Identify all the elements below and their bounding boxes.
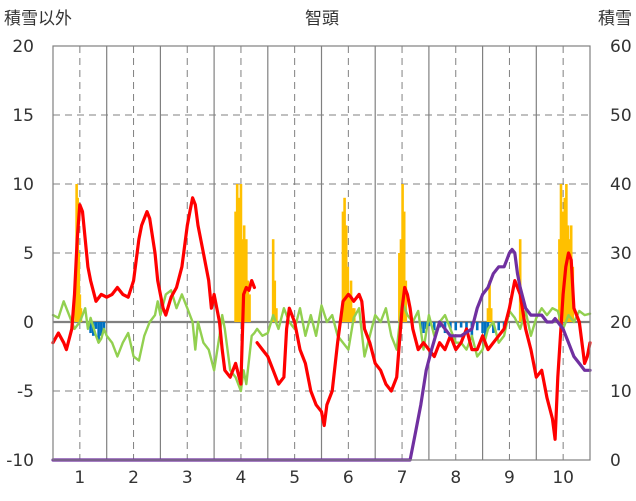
precip-bar bbox=[235, 184, 239, 322]
chart-title: 智頭 bbox=[305, 9, 339, 29]
precip-bar bbox=[351, 308, 354, 322]
precip-bar bbox=[565, 184, 568, 322]
precip-bar bbox=[275, 308, 278, 322]
y-right-tick-label: 60 bbox=[610, 37, 632, 57]
x-tick-label: 6 bbox=[343, 468, 354, 488]
y-left-tick-label: 10 bbox=[12, 175, 34, 195]
x-tick-label: 9 bbox=[504, 468, 515, 488]
precip-bar bbox=[348, 294, 351, 322]
precip-bar bbox=[559, 184, 563, 322]
precip-bar bbox=[561, 211, 565, 322]
y-left-tick-label: -5 bbox=[17, 382, 34, 402]
sunshine-bar bbox=[465, 322, 468, 329]
precip-bar bbox=[399, 239, 403, 322]
precip-bar bbox=[489, 308, 493, 322]
y-right-tick-label: 20 bbox=[610, 313, 632, 333]
precip-bar bbox=[242, 225, 246, 322]
x-tick-label: 5 bbox=[289, 468, 300, 488]
precip-bar bbox=[402, 211, 406, 322]
precip-bar bbox=[246, 280, 250, 322]
sunshine-bar bbox=[454, 322, 458, 331]
sunshine-bar bbox=[89, 322, 92, 334]
precip-bar bbox=[563, 197, 567, 322]
precip-bar bbox=[566, 225, 570, 322]
sunshine-bar bbox=[475, 322, 479, 331]
sunshine-bar bbox=[492, 322, 495, 334]
x-tick-label: 1 bbox=[74, 468, 85, 488]
precip-bar bbox=[344, 225, 348, 322]
y-right-tick-label: 10 bbox=[610, 382, 632, 402]
y-left-tick-label: 5 bbox=[23, 244, 34, 264]
precip-bar bbox=[77, 253, 81, 322]
precip-bar bbox=[237, 197, 241, 322]
precip-bar bbox=[241, 239, 244, 322]
precip-bar bbox=[486, 308, 490, 322]
temperature-line bbox=[51, 196, 592, 441]
sunshine-bar bbox=[481, 322, 484, 334]
sunshine-bar bbox=[422, 322, 425, 334]
line-series bbox=[51, 196, 592, 462]
x-tick-label: 3 bbox=[182, 468, 193, 488]
x-tick-label: 2 bbox=[128, 468, 139, 488]
precip-bar bbox=[488, 280, 491, 322]
precip-bar bbox=[341, 211, 345, 322]
sunshine-bar bbox=[483, 322, 487, 339]
y-right-tick-label: 30 bbox=[610, 244, 632, 264]
left-axis-title: 積雪以外 bbox=[4, 9, 72, 29]
sunshine-bar bbox=[94, 322, 98, 329]
precip-bar bbox=[401, 184, 404, 322]
wind-line bbox=[51, 289, 592, 393]
precip-bar bbox=[79, 308, 83, 322]
sunshine-bar bbox=[459, 322, 463, 328]
precip-bar bbox=[234, 211, 237, 322]
sunshine-bar bbox=[449, 322, 452, 329]
precip-bar bbox=[568, 239, 571, 322]
y-right-tick-label: 50 bbox=[610, 106, 632, 126]
x-tick-label: 10 bbox=[552, 468, 574, 488]
sunshine-bar bbox=[102, 322, 106, 332]
sunshine-bar bbox=[427, 322, 431, 327]
sunshine-bar bbox=[486, 322, 490, 329]
bar-series bbox=[74, 184, 575, 343]
y-right-tick-label: 40 bbox=[610, 175, 632, 195]
precip-bar bbox=[239, 184, 243, 322]
y-left-tick-label: 20 bbox=[12, 37, 34, 57]
precip-bar bbox=[248, 294, 251, 322]
y-left-tick-label: 0 bbox=[23, 313, 34, 333]
precip-bar bbox=[520, 308, 524, 322]
y-right-tick-label: 0 bbox=[610, 451, 621, 471]
precip-bar bbox=[271, 239, 275, 322]
y-left-tick-label: -10 bbox=[6, 451, 34, 471]
precip-bar bbox=[558, 239, 561, 322]
sunshine-bar bbox=[100, 322, 103, 336]
sunshine-bar bbox=[432, 322, 436, 331]
sunshine-bar bbox=[97, 322, 100, 343]
precip-bar bbox=[273, 280, 277, 322]
x-tick-label: 8 bbox=[450, 468, 461, 488]
x-tick-label: 7 bbox=[397, 468, 408, 488]
precip-bar bbox=[245, 239, 248, 322]
x-tick-label: 4 bbox=[236, 468, 247, 488]
sunshine-bar bbox=[497, 322, 501, 331]
snow-line bbox=[51, 247, 592, 462]
precip-bar bbox=[404, 280, 408, 322]
y-left-tick-label: 15 bbox=[12, 106, 34, 126]
precip-bar bbox=[349, 280, 353, 322]
precip-bar bbox=[398, 253, 401, 322]
plot-frame bbox=[52, 45, 591, 461]
precip-bar bbox=[343, 197, 346, 322]
right-axis-title: 積雪 bbox=[598, 9, 632, 29]
